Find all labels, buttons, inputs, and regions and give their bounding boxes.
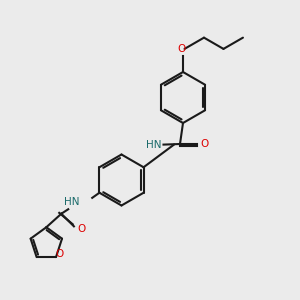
Text: O: O	[77, 224, 85, 234]
Text: O: O	[200, 139, 208, 149]
Text: HN: HN	[146, 140, 161, 150]
Text: O: O	[55, 249, 63, 260]
Text: O: O	[177, 44, 186, 54]
Text: HN: HN	[64, 197, 79, 207]
